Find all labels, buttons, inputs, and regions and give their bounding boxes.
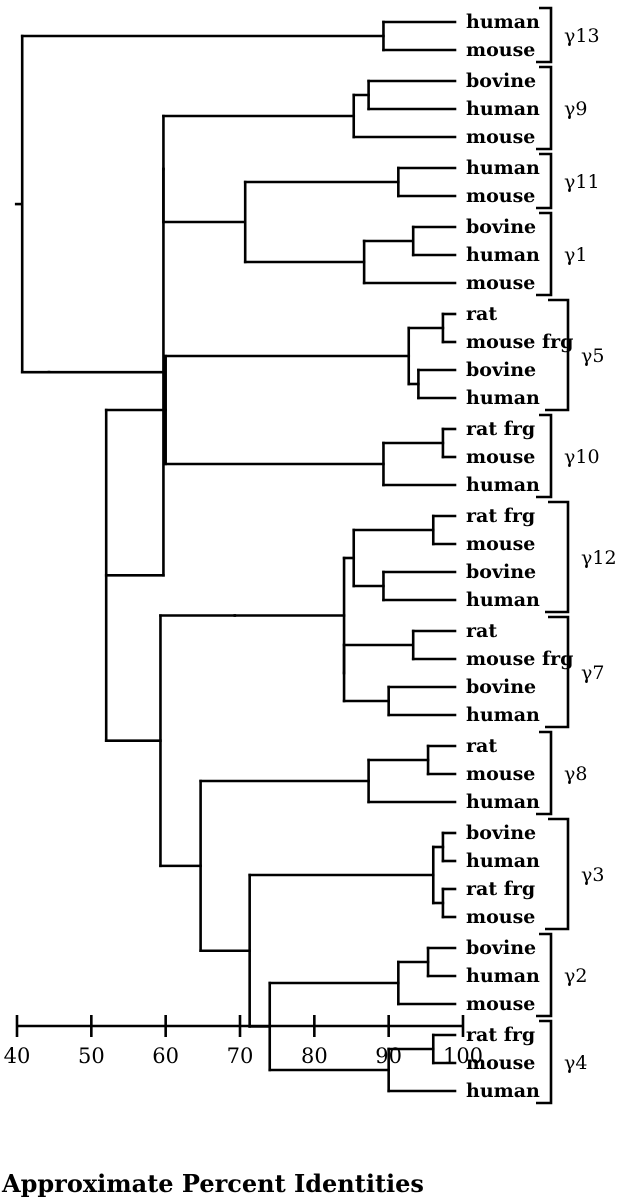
clade-label: γ8 xyxy=(564,763,587,785)
clade-label: γ12 xyxy=(581,547,617,569)
clade-label: γ13 xyxy=(564,25,600,47)
clade-label: γ11 xyxy=(564,171,600,193)
leaf-label: bovine xyxy=(466,937,536,959)
leaf-label: mouse xyxy=(466,272,535,294)
leaf-label: human xyxy=(466,474,540,496)
clade-brackets: γ13 γ9 γ11 γ1 γ5 γ10 γ12 γ7 γ8 γ3 γ2 γ4 xyxy=(536,6,617,1105)
leaf-label: human xyxy=(466,98,540,120)
leaf-label: mouse xyxy=(466,533,535,555)
clade-bracket xyxy=(536,730,553,816)
clade-bracket xyxy=(545,500,570,614)
tick-label: 40 xyxy=(4,1044,31,1068)
clade-bracket xyxy=(536,65,553,151)
clade-bracket xyxy=(536,152,553,210)
identity-axis: 40 50 60 70 80 90 100 xyxy=(4,1015,483,1068)
clade-label: γ2 xyxy=(564,965,587,987)
tick-label: 90 xyxy=(375,1044,402,1068)
clade-label: γ9 xyxy=(564,98,587,120)
clade-bracket xyxy=(545,298,570,412)
leaf-label: rat xyxy=(466,303,497,325)
leaf-label: mouse frg xyxy=(466,331,573,353)
clade-bracket xyxy=(536,211,553,297)
leaf-label: rat frg xyxy=(466,1024,535,1046)
leaf-label: bovine xyxy=(466,216,536,238)
leaf-label: rat frg xyxy=(466,878,535,900)
leaf-label: human xyxy=(466,850,540,872)
clade-bracket xyxy=(536,932,553,1018)
leaf-label: human xyxy=(466,1080,540,1102)
leaf-label: mouse xyxy=(466,185,535,207)
tick-label: 50 xyxy=(78,1044,105,1068)
leaf-label: mouse xyxy=(466,1052,535,1074)
clade-bracket xyxy=(536,413,553,499)
clade-label: γ10 xyxy=(564,446,600,468)
leaf-label: mouse xyxy=(466,906,535,928)
leaf-label: mouse xyxy=(466,446,535,468)
clade-label: γ7 xyxy=(581,662,604,684)
clade-bracket xyxy=(545,615,570,729)
leaf-label: rat frg xyxy=(466,418,535,440)
clade-bracket xyxy=(536,6,553,64)
leaf-label: rat xyxy=(466,620,497,642)
tick-label: 60 xyxy=(152,1044,179,1068)
leaf-label: human xyxy=(466,11,540,33)
leaf-label: human xyxy=(466,589,540,611)
clade-label: γ5 xyxy=(581,345,604,367)
leaf-label: human xyxy=(466,157,540,179)
tick-label: 80 xyxy=(301,1044,328,1068)
leaf-label: mouse xyxy=(466,763,535,785)
clade-bracket xyxy=(545,817,570,931)
leaf-label: bovine xyxy=(466,822,536,844)
tick-label: 70 xyxy=(227,1044,254,1068)
leaf-label: mouse xyxy=(466,993,535,1015)
leaf-label: human xyxy=(466,244,540,266)
tick-label: 100 xyxy=(443,1044,483,1068)
leaf-label: mouse frg xyxy=(466,648,573,670)
leaf-label: bovine xyxy=(466,561,536,583)
clade-label: γ4 xyxy=(564,1052,587,1074)
leaf-label: human xyxy=(466,387,540,409)
leaf-label: bovine xyxy=(466,676,536,698)
clade-label: γ1 xyxy=(564,244,587,266)
leaf-label: human xyxy=(466,791,540,813)
axis-title: Approximate Percent Identities xyxy=(1,1169,424,1198)
leaf-label: bovine xyxy=(466,359,536,381)
leaf-labels: human mouse bovine human mouse human mouse bovi… xyxy=(466,11,573,1102)
tree-branches xyxy=(14,20,457,1093)
clade-bracket xyxy=(536,1019,553,1105)
clade-label: γ3 xyxy=(581,864,604,886)
leaf-label: mouse xyxy=(466,39,535,61)
leaf-label: bovine xyxy=(466,70,536,92)
leaf-label: human xyxy=(466,965,540,987)
leaf-label: rat frg xyxy=(466,505,535,527)
leaf-label: mouse xyxy=(466,126,535,148)
leaf-label: rat xyxy=(466,735,497,757)
leaf-label: human xyxy=(466,704,540,726)
